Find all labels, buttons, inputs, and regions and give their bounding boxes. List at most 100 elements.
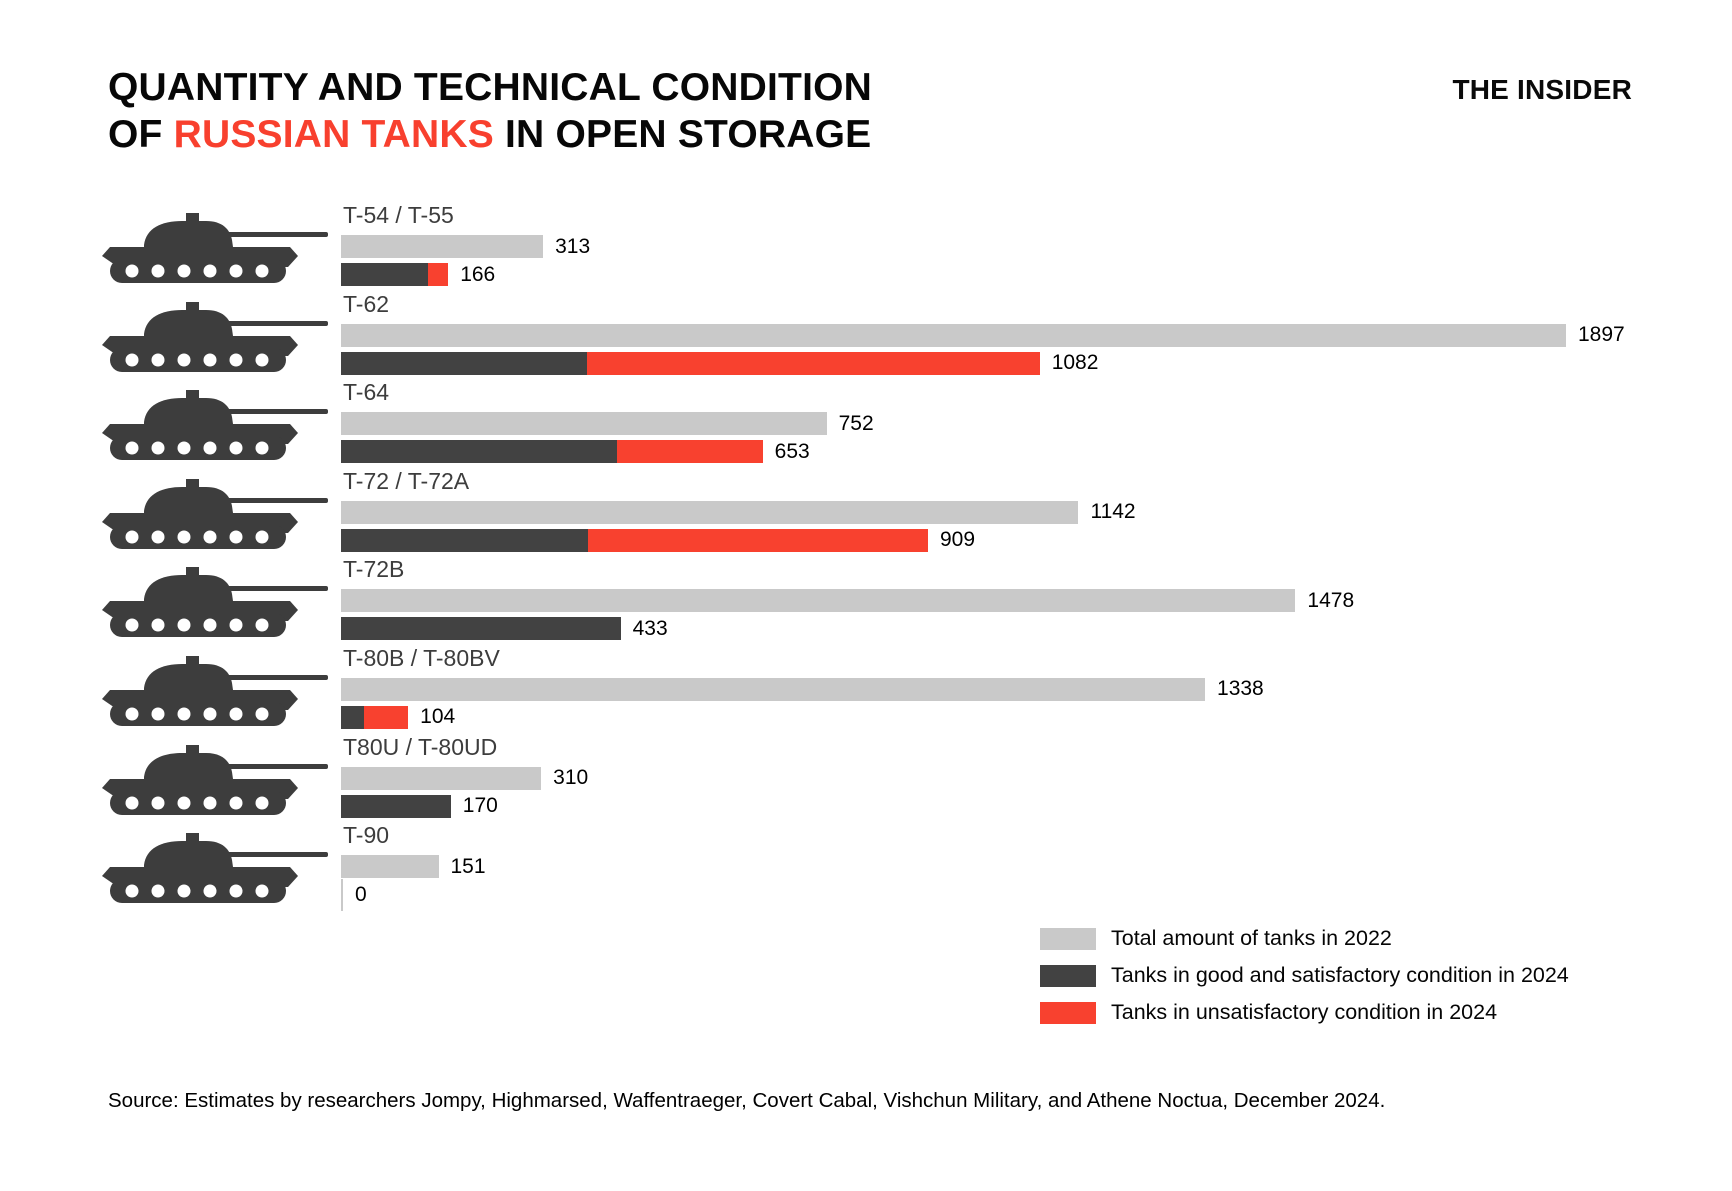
- good-condition-segment: [341, 528, 588, 552]
- condition-2024-value: 653: [774, 439, 810, 463]
- unsatisfactory-condition-segment: [587, 528, 928, 552]
- source-note: Source: Estimates by researchers Jompy, …: [108, 1089, 1386, 1112]
- condition-2024-barline: 909: [341, 528, 1721, 552]
- row-bars: T-72B 1478 433: [341, 556, 1721, 645]
- chart-row: T-72B 1478 433: [0, 556, 1732, 645]
- total-2022-bar: [341, 412, 827, 436]
- total-2022-barline: 313: [341, 235, 1721, 258]
- tank-icon: [90, 652, 330, 728]
- total-2022-value: 310: [553, 766, 589, 790]
- condition-2024-value: 170: [462, 794, 498, 818]
- total-2022-bar: [341, 323, 1566, 347]
- category-label: T-72B: [343, 556, 405, 583]
- total-2022-barline: 1142: [341, 500, 1721, 524]
- category-label: T-90: [343, 822, 390, 849]
- condition-2024-barline: 104: [341, 705, 1721, 729]
- condition-2024-stacked-bar: [341, 617, 621, 641]
- total-2022-barline: 1338: [341, 677, 1721, 701]
- tank-icon: [90, 741, 330, 817]
- tank-icon: [90, 475, 330, 551]
- condition-2024-barline: 653: [341, 439, 1721, 464]
- condition-2024-stacked-bar: [341, 351, 1040, 375]
- brand-logo: THE INSIDER: [1452, 74, 1632, 105]
- good-condition-segment: [341, 794, 451, 818]
- legend-label: Total amount of tanks in 2022: [1111, 926, 1392, 950]
- unsatisfactory-condition-segment: [363, 705, 409, 729]
- row-bars: T-80B / T-80BV 1338 104: [341, 645, 1721, 734]
- condition-2024-barline: 170: [341, 794, 1721, 818]
- category-label: T-64: [343, 379, 390, 406]
- condition-2024-value: 104: [420, 705, 456, 729]
- legend-swatch-unsat-2024-icon: [1040, 1001, 1096, 1024]
- total-2022-value: 1897: [1578, 323, 1625, 347]
- legend-swatch-total-2022-icon: [1040, 927, 1096, 950]
- tank-silhouette-icon: [102, 655, 328, 726]
- chart-row: T-72 / T-72A 1142 909: [0, 468, 1732, 557]
- total-2022-barline: 752: [341, 411, 1721, 436]
- legend-item-unsat-2024: Tanks in unsatisfactory condition in 202…: [1040, 1000, 1569, 1025]
- total-2022-bar: [341, 766, 542, 790]
- tank-icon: [90, 563, 330, 639]
- tank-silhouette-icon: [102, 567, 328, 638]
- unsatisfactory-condition-segment: [587, 351, 1040, 375]
- legend-label: Tanks in good and satisfactory condition…: [1111, 963, 1569, 987]
- category-label: T-72 / T-72A: [343, 467, 470, 494]
- condition-2024-value: 433: [632, 616, 668, 640]
- condition-2024-value: 166: [460, 262, 496, 286]
- condition-2024-stacked-bar: [341, 440, 763, 464]
- category-label: T-62: [343, 290, 390, 317]
- total-2022-value: 1142: [1090, 500, 1136, 524]
- condition-2024-barline: 433: [341, 616, 1721, 641]
- legend-item-total-2022: Total amount of tanks in 2022: [1040, 926, 1569, 951]
- total-2022-bar: [341, 855, 439, 879]
- title-line-2: OF RUSSIAN TANKS IN OPEN STORAGE: [108, 113, 872, 157]
- condition-2024-barline: 0: [341, 878, 1721, 911]
- total-2022-bar: [341, 677, 1206, 701]
- chart-row: T-90 151 0: [0, 822, 1732, 911]
- total-2022-bar: [341, 589, 1296, 613]
- condition-2024-barline: 166: [341, 263, 1721, 286]
- condition-2024-value: 909: [939, 528, 976, 552]
- total-2022-barline: 310: [341, 766, 1721, 790]
- bar-chart: T-54 / T-55 313 166 T-62 1897 1082 T-64 752 653 T…: [0, 202, 1732, 911]
- tank-icon: [90, 209, 330, 285]
- good-condition-segment: [341, 617, 621, 641]
- title-highlight: RUSSIAN TANKS: [173, 113, 494, 157]
- legend-item-good-2024: Tanks in good and satisfactory condition…: [1040, 963, 1569, 988]
- total-2022-value: 752: [838, 411, 874, 435]
- total-2022-bar: [341, 235, 544, 258]
- chart-row: T-80B / T-80BV 1338 104: [0, 645, 1732, 734]
- tank-silhouette-icon: [102, 213, 328, 283]
- condition-2024-value: 0: [355, 882, 367, 906]
- condition-2024-stacked-bar: [341, 705, 409, 729]
- legend-swatch-good-2024-icon: [1040, 964, 1096, 987]
- row-bars: T-54 / T-55 313 166: [341, 202, 1721, 291]
- row-bars: T-72 / T-72A 1142 909: [341, 468, 1721, 557]
- good-condition-segment: [341, 440, 617, 464]
- total-2022-value: 313: [555, 234, 591, 258]
- legend: Total amount of tanks in 2022 Tanks in g…: [1040, 926, 1569, 1037]
- tank-silhouette-icon: [102, 478, 328, 549]
- total-2022-barline: 1478: [341, 588, 1721, 613]
- condition-2024-stacked-bar: [341, 263, 449, 286]
- tank-silhouette-icon: [102, 833, 328, 904]
- condition-2024-stacked-bar: [341, 528, 928, 552]
- chart-row: T-62 1897 1082: [0, 291, 1732, 380]
- row-bars: T-90 151 0: [341, 822, 1721, 911]
- zero-tick: [341, 878, 343, 911]
- row-bars: T80U / T-80UD 310 170: [341, 734, 1721, 823]
- total-2022-value: 1478: [1307, 588, 1355, 612]
- category-label: T-54 / T-55: [343, 202, 454, 228]
- good-condition-segment: [341, 263, 428, 286]
- row-bars: T-64 752 653: [341, 379, 1721, 468]
- chart-row: T-64 752 653: [0, 379, 1732, 468]
- tank-silhouette-icon: [102, 744, 328, 815]
- good-condition-segment: [341, 351, 588, 375]
- total-2022-barline: 151: [341, 855, 1721, 879]
- chart-row: T-54 / T-55 313 166: [0, 202, 1732, 291]
- tank-icon: [90, 298, 330, 374]
- total-2022-bar: [341, 500, 1079, 524]
- total-2022-value: 1338: [1217, 677, 1264, 701]
- page-title: QUANTITY AND TECHNICAL CONDITION OF RUSS…: [108, 64, 872, 158]
- condition-2024-value: 1082: [1051, 351, 1099, 375]
